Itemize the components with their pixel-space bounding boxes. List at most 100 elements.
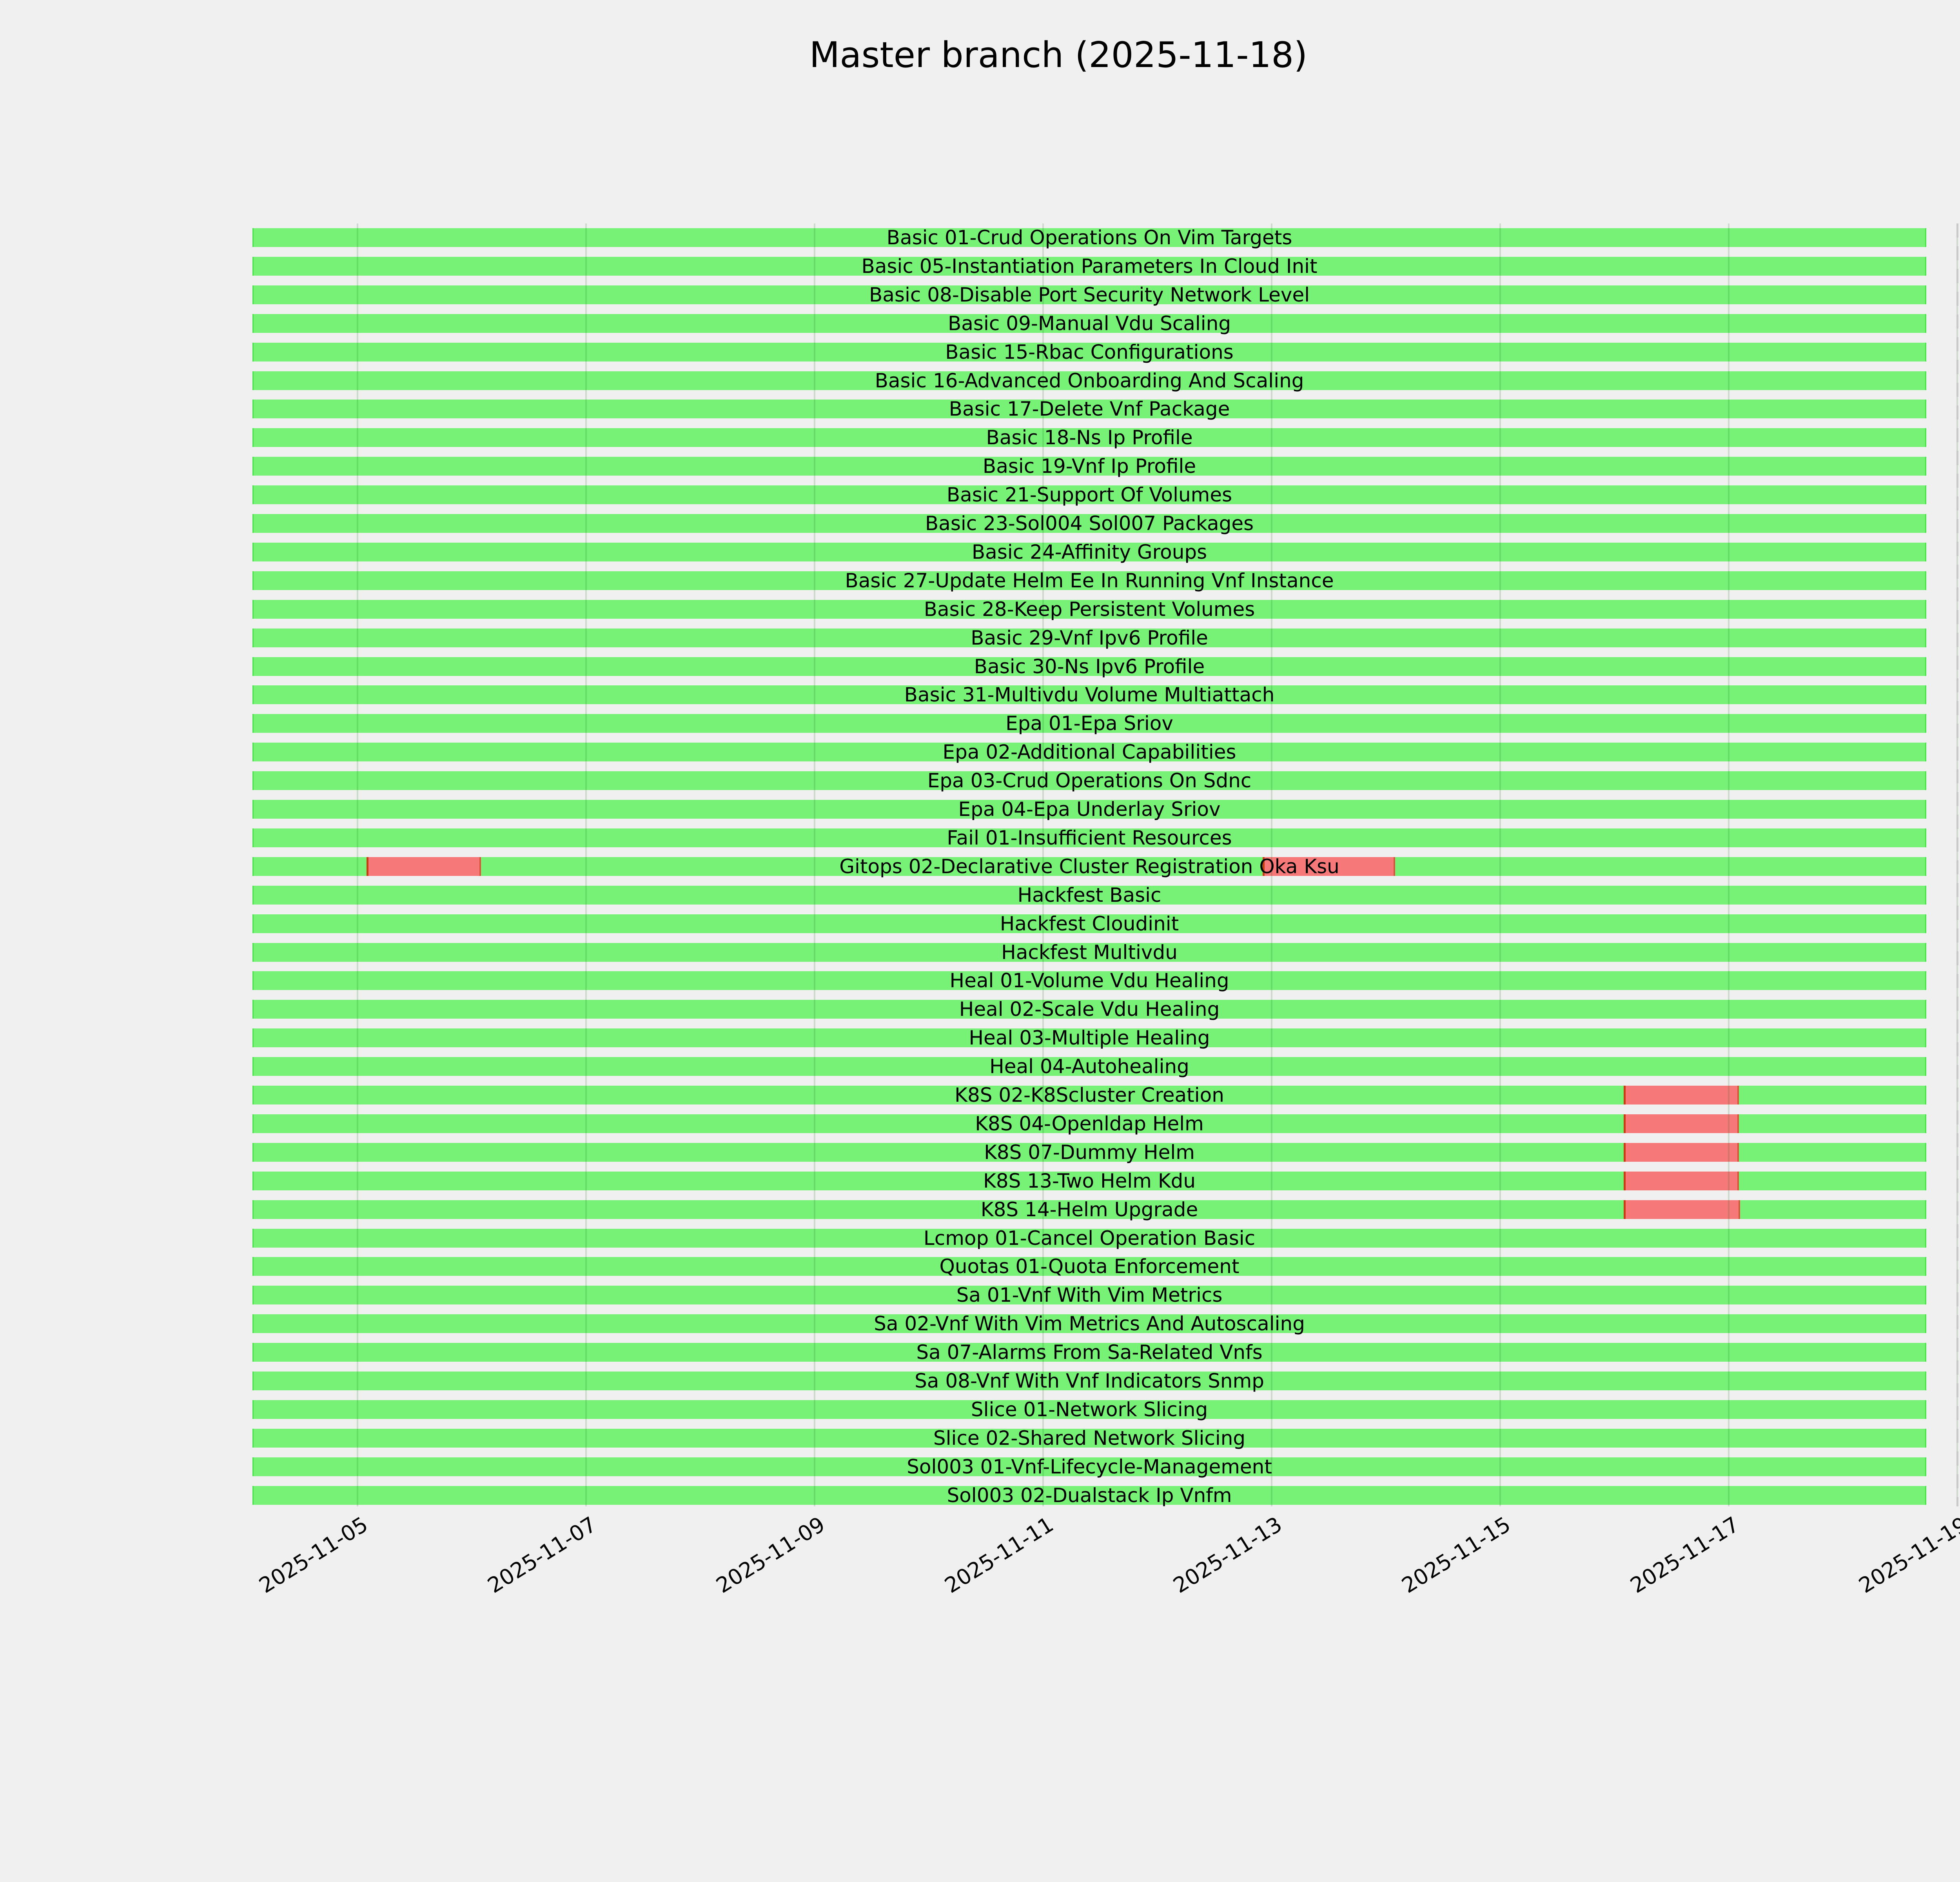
- test-row-bar: [252, 400, 1927, 419]
- row-label: Basic 24-Affinity Groups: [971, 540, 1207, 563]
- x-tick-label: 2025-11-15: [1397, 1512, 1515, 1598]
- row-label: Slice 01-Network Slicing: [971, 1398, 1208, 1421]
- x-tick-label: 2025-11-13: [1169, 1512, 1287, 1598]
- fail-segment: [1623, 1086, 1739, 1104]
- row-label: Hackfest Basic: [1017, 883, 1161, 906]
- row-label: Slice 02-Shared Network Slicing: [933, 1426, 1246, 1450]
- row-label: Epa 03-Crud Operations On Sdnc: [927, 769, 1252, 792]
- row-label: Basic 16-Advanced Onboarding And Scaling: [875, 369, 1304, 392]
- row-label: Basic 21-Support Of Volumes: [946, 483, 1232, 507]
- test-row-bar: [252, 914, 1927, 933]
- test-row-bar: [252, 943, 1927, 962]
- x-tick-label: 2025-11-11: [940, 1512, 1058, 1598]
- fail-segment: [1623, 1114, 1739, 1133]
- row-label: Hackfest Multivdu: [1001, 941, 1178, 964]
- row-label: Fail 01-Insufficient Resources: [947, 826, 1232, 849]
- grid-line: [1042, 223, 1044, 1506]
- row-label: Epa 02-Additional Capabilities: [942, 741, 1236, 764]
- row-label: K8S 02-K8Scluster Creation: [955, 1084, 1224, 1106]
- row-label: Sa 01-Vnf With Vim Metrics: [956, 1284, 1223, 1307]
- grid-line: [814, 223, 815, 1506]
- row-label: Heal 01-Volume Vdu Healing: [949, 969, 1229, 992]
- test-row-bar: [252, 628, 1927, 647]
- row-label: Basic 27-Update Helm Ee In Running Vnf I…: [845, 569, 1334, 592]
- test-row-bar: [252, 1286, 1927, 1305]
- grid-line: [585, 223, 587, 1506]
- row-label: Sa 07-Alarms From Sa-Related Vnfs: [916, 1341, 1263, 1364]
- test-row-bar: [252, 885, 1927, 905]
- row-label: Heal 04-Autohealing: [989, 1055, 1189, 1078]
- x-tick-label: 2025-11-09: [711, 1512, 829, 1598]
- test-row-bar: [252, 1228, 1927, 1248]
- test-row-bar: [252, 228, 1927, 247]
- test-row-bar: [252, 599, 1927, 619]
- test-row-bar: [252, 828, 1927, 847]
- row-label: Sol003 01-Vnf-Lifecycle-Management: [907, 1455, 1272, 1478]
- test-row-bar: [252, 285, 1927, 304]
- fail-segment: [1262, 857, 1395, 876]
- x-tick-label: 2025-11-07: [483, 1512, 601, 1598]
- row-label: Basic 01-Crud Operations On Vim Targets: [886, 226, 1292, 249]
- row-label: Basic 08-Disable Port Security Network L…: [869, 283, 1310, 306]
- row-label: Basic 05-Instantiation Parameters In Clo…: [861, 254, 1318, 278]
- row-label: Basic 15-Rbac Configurations: [945, 340, 1234, 363]
- grid-line: [1728, 223, 1730, 1506]
- row-label: Basic 28-Keep Persistent Volumes: [924, 598, 1255, 621]
- test-row-bar: [252, 542, 1927, 561]
- grid-line: [357, 223, 358, 1506]
- test-row-bar: [252, 457, 1927, 476]
- test-row-bar: [252, 1057, 1927, 1076]
- test-row-bar: [252, 256, 1927, 276]
- x-tick-label: 2025-11-17: [1626, 1512, 1744, 1598]
- row-label: K8S 04-Openldap Helm: [975, 1112, 1204, 1135]
- test-row-bar: [252, 657, 1927, 676]
- test-row-bar: [252, 314, 1927, 333]
- row-label: Basic 18-Ns Ip Profile: [986, 426, 1193, 449]
- row-label: Sol003 02-Dualstack Ip Vnfm: [947, 1484, 1232, 1507]
- row-label: Lcmop 01-Cancel Operation Basic: [923, 1226, 1256, 1250]
- test-row-bar: [252, 1457, 1927, 1476]
- grid-line: [1499, 223, 1501, 1506]
- row-label: Sa 02-Vnf With Vim Metrics And Autoscali…: [874, 1312, 1305, 1335]
- test-row-bar: [252, 571, 1927, 590]
- row-label: K8S 14-Helm Upgrade: [980, 1198, 1198, 1221]
- row-label: Basic 19-Vnf Ip Profile: [982, 455, 1196, 478]
- row-label: Basic 17-Delete Vnf Package: [949, 398, 1230, 421]
- row-label: Epa 01-Epa Sriov: [1005, 712, 1173, 735]
- fail-segment: [1623, 1143, 1739, 1162]
- row-label: Sa 08-Vnf With Vnf Indicators Snmp: [915, 1370, 1265, 1392]
- test-row-bar: [252, 428, 1927, 447]
- row-label: Gitops 02-Declarative Cluster Registrati…: [839, 855, 1339, 878]
- row-label: Epa 04-Epa Underlay Sriov: [958, 798, 1221, 821]
- test-row-bar: [252, 1314, 1927, 1333]
- figure-title: Master branch (2025-11-18): [809, 35, 1308, 76]
- test-row-bar: [252, 1372, 1927, 1390]
- test-row-bar: [252, 1486, 1927, 1505]
- fail-segment: [367, 857, 481, 876]
- test-row-bar: [252, 771, 1927, 790]
- row-label: K8S 13-Two Helm Kdu: [983, 1169, 1196, 1192]
- row-label: Basic 30-Ns Ipv6 Profile: [974, 655, 1205, 678]
- test-row-bar: [252, 1428, 1927, 1448]
- row-label: Quotas 01-Quota Enforcement: [939, 1255, 1240, 1278]
- test-row-bar: [252, 800, 1927, 819]
- test-row-bar: [252, 342, 1927, 362]
- row-label: Basic 29-Vnf Ipv6 Profile: [971, 626, 1208, 649]
- end-marker-dashed-line: [1956, 223, 1958, 1506]
- row-label: Hackfest Cloudinit: [1000, 912, 1179, 935]
- row-label: K8S 07-Dummy Helm: [984, 1141, 1195, 1164]
- fail-segment: [1623, 1171, 1739, 1190]
- row-label: Heal 02-Scale Vdu Healing: [959, 998, 1220, 1021]
- grid-line: [1271, 223, 1272, 1506]
- test-row-bar: [252, 485, 1927, 505]
- row-label: Basic 31-Multivdu Volume Multiattach: [904, 683, 1275, 707]
- row-label: Heal 03-Multiple Healing: [969, 1026, 1210, 1050]
- test-row-bar: [252, 857, 1927, 876]
- test-row-bar: [252, 714, 1927, 733]
- x-tick-label: 2025-11-05: [254, 1512, 372, 1598]
- test-row-bar: [252, 685, 1927, 705]
- test-row-bar: [252, 971, 1927, 990]
- test-row-bar: [252, 743, 1927, 762]
- x-tick-label: 2025-11-19: [1854, 1512, 1960, 1598]
